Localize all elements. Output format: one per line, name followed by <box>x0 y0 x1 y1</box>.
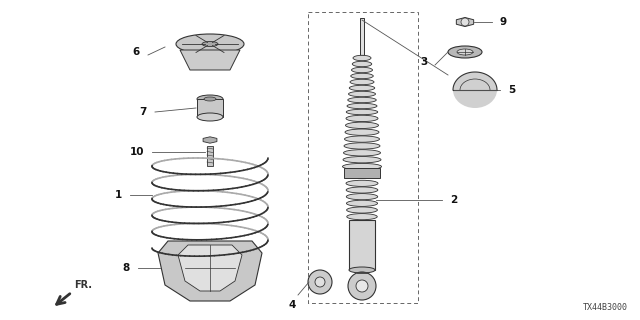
Ellipse shape <box>176 34 244 54</box>
Ellipse shape <box>350 79 374 85</box>
Ellipse shape <box>346 180 378 186</box>
Bar <box>197 99 223 117</box>
Text: 5: 5 <box>508 85 515 95</box>
Ellipse shape <box>346 109 378 115</box>
Ellipse shape <box>348 97 376 103</box>
Circle shape <box>348 272 376 300</box>
Polygon shape <box>180 50 240 70</box>
Ellipse shape <box>197 95 223 103</box>
Ellipse shape <box>346 194 378 200</box>
Polygon shape <box>178 245 242 291</box>
Polygon shape <box>456 18 474 27</box>
Text: 4: 4 <box>288 300 296 310</box>
Ellipse shape <box>344 150 381 156</box>
Ellipse shape <box>347 207 378 213</box>
Ellipse shape <box>351 67 372 73</box>
Ellipse shape <box>457 49 473 55</box>
Circle shape <box>308 270 332 294</box>
Ellipse shape <box>347 214 377 220</box>
Bar <box>207 146 213 166</box>
Ellipse shape <box>343 156 381 163</box>
Circle shape <box>461 18 469 26</box>
Ellipse shape <box>346 122 378 128</box>
Ellipse shape <box>197 113 223 121</box>
Bar <box>357 272 367 273</box>
Polygon shape <box>158 241 262 301</box>
Ellipse shape <box>344 143 380 149</box>
Bar <box>344 168 380 178</box>
Circle shape <box>356 280 368 292</box>
Ellipse shape <box>342 164 381 170</box>
Ellipse shape <box>204 97 216 101</box>
Text: 10: 10 <box>129 147 144 157</box>
Circle shape <box>315 277 325 287</box>
Ellipse shape <box>351 73 373 79</box>
Ellipse shape <box>349 91 376 97</box>
Bar <box>360 18 364 55</box>
Ellipse shape <box>202 42 218 46</box>
Text: 9: 9 <box>499 17 506 27</box>
Text: 6: 6 <box>132 47 140 57</box>
Ellipse shape <box>347 103 377 109</box>
Ellipse shape <box>349 267 375 273</box>
Ellipse shape <box>344 136 380 142</box>
Text: 3: 3 <box>420 57 428 67</box>
Polygon shape <box>203 137 217 143</box>
Text: 1: 1 <box>115 190 122 200</box>
Text: TX44B3000: TX44B3000 <box>583 303 628 312</box>
Ellipse shape <box>353 55 371 61</box>
Text: FR.: FR. <box>74 280 92 290</box>
Ellipse shape <box>346 187 378 193</box>
Ellipse shape <box>448 46 482 58</box>
Ellipse shape <box>352 61 372 67</box>
Text: 8: 8 <box>123 263 130 273</box>
Ellipse shape <box>346 200 378 206</box>
Text: 7: 7 <box>140 107 147 117</box>
Text: 2: 2 <box>450 195 457 205</box>
Bar <box>349 220 375 270</box>
Ellipse shape <box>346 115 378 122</box>
Ellipse shape <box>345 129 379 135</box>
Bar <box>308 12 418 303</box>
Ellipse shape <box>453 72 497 108</box>
Ellipse shape <box>349 85 375 91</box>
